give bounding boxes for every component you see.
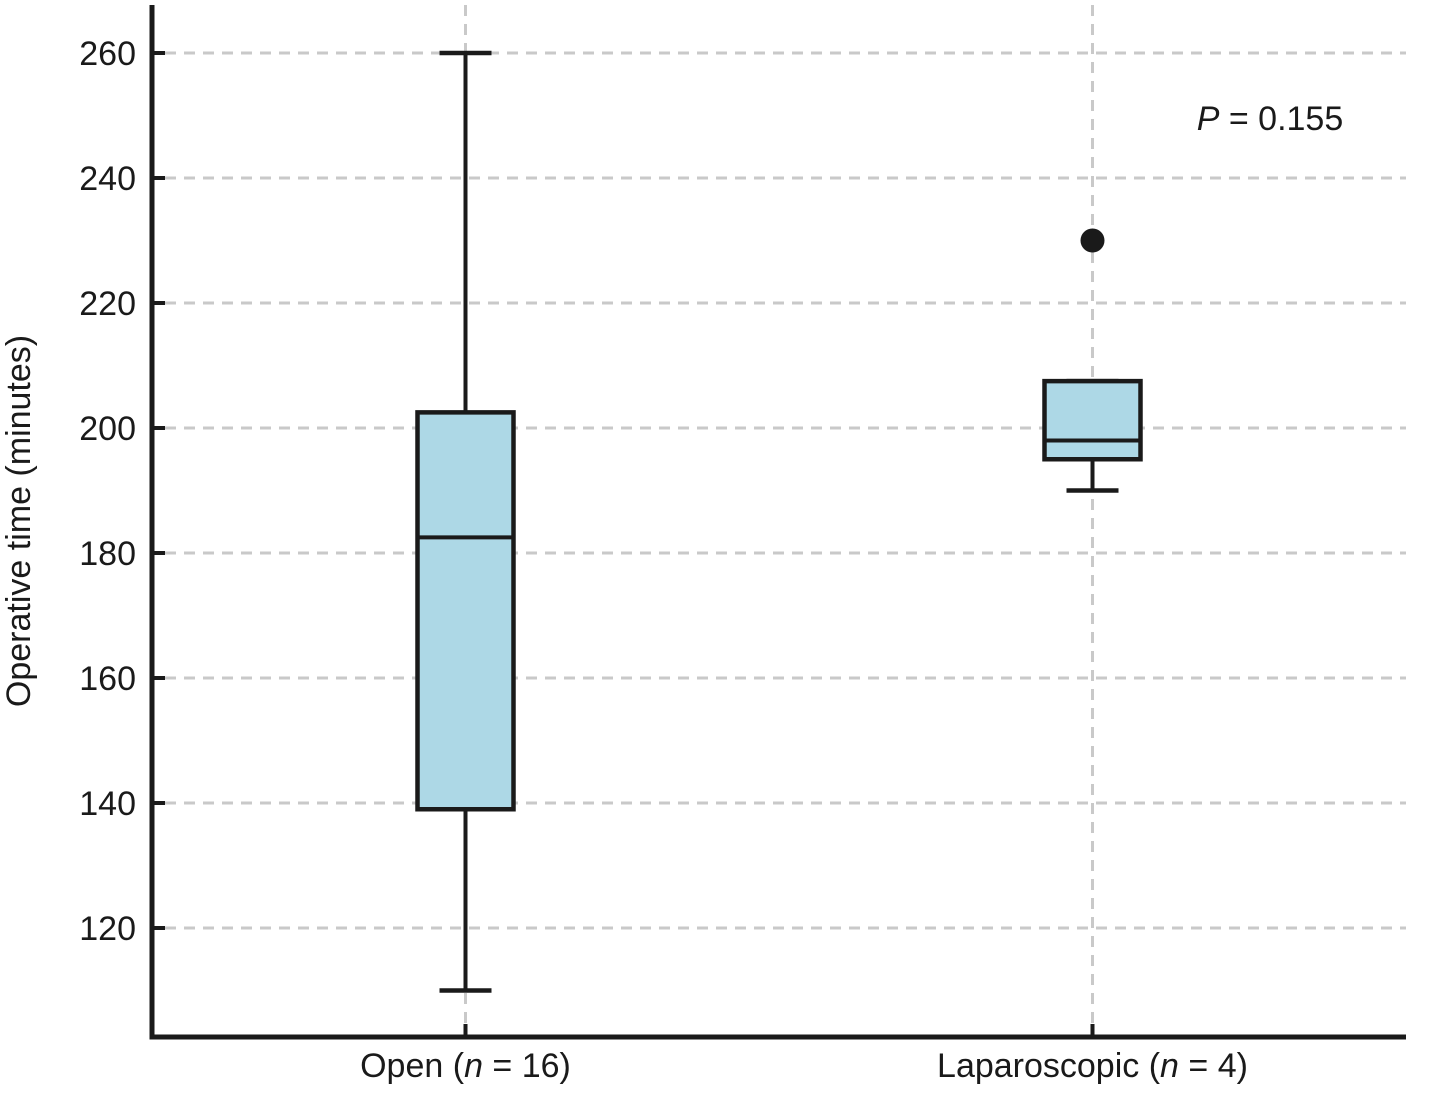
y-tick-label-160: 160 [79, 660, 136, 698]
y-tick-label-240: 240 [79, 160, 136, 198]
x-category-label-laparoscopic: Laparoscopic (n = 4) [937, 1047, 1248, 1085]
x-category-label-open: Open (n = 16) [360, 1047, 571, 1085]
y-tick-label-140: 140 [79, 785, 136, 823]
iqr-box [1042, 378, 1143, 462]
y-axis-ticks: 120 140 160 180 200 220 240 260 [79, 35, 165, 948]
gridlines [165, 5, 1406, 1037]
y-tick-label-200: 200 [79, 410, 136, 448]
axes [149, 5, 1406, 1040]
y-tick-label-120: 120 [79, 910, 136, 948]
iqr-box [415, 410, 516, 812]
y-axis-title: Operative time (minutes) [0, 335, 38, 707]
box-group-open [415, 50, 516, 993]
y-tick-label-260: 260 [79, 35, 136, 73]
y-tick-label-180: 180 [79, 535, 136, 573]
p-value-annotation: P = 0.155 [1197, 100, 1344, 138]
y-tick-label-220: 220 [79, 285, 136, 323]
outlier-point [1080, 228, 1105, 253]
box-group-laparoscopic [1042, 228, 1143, 493]
